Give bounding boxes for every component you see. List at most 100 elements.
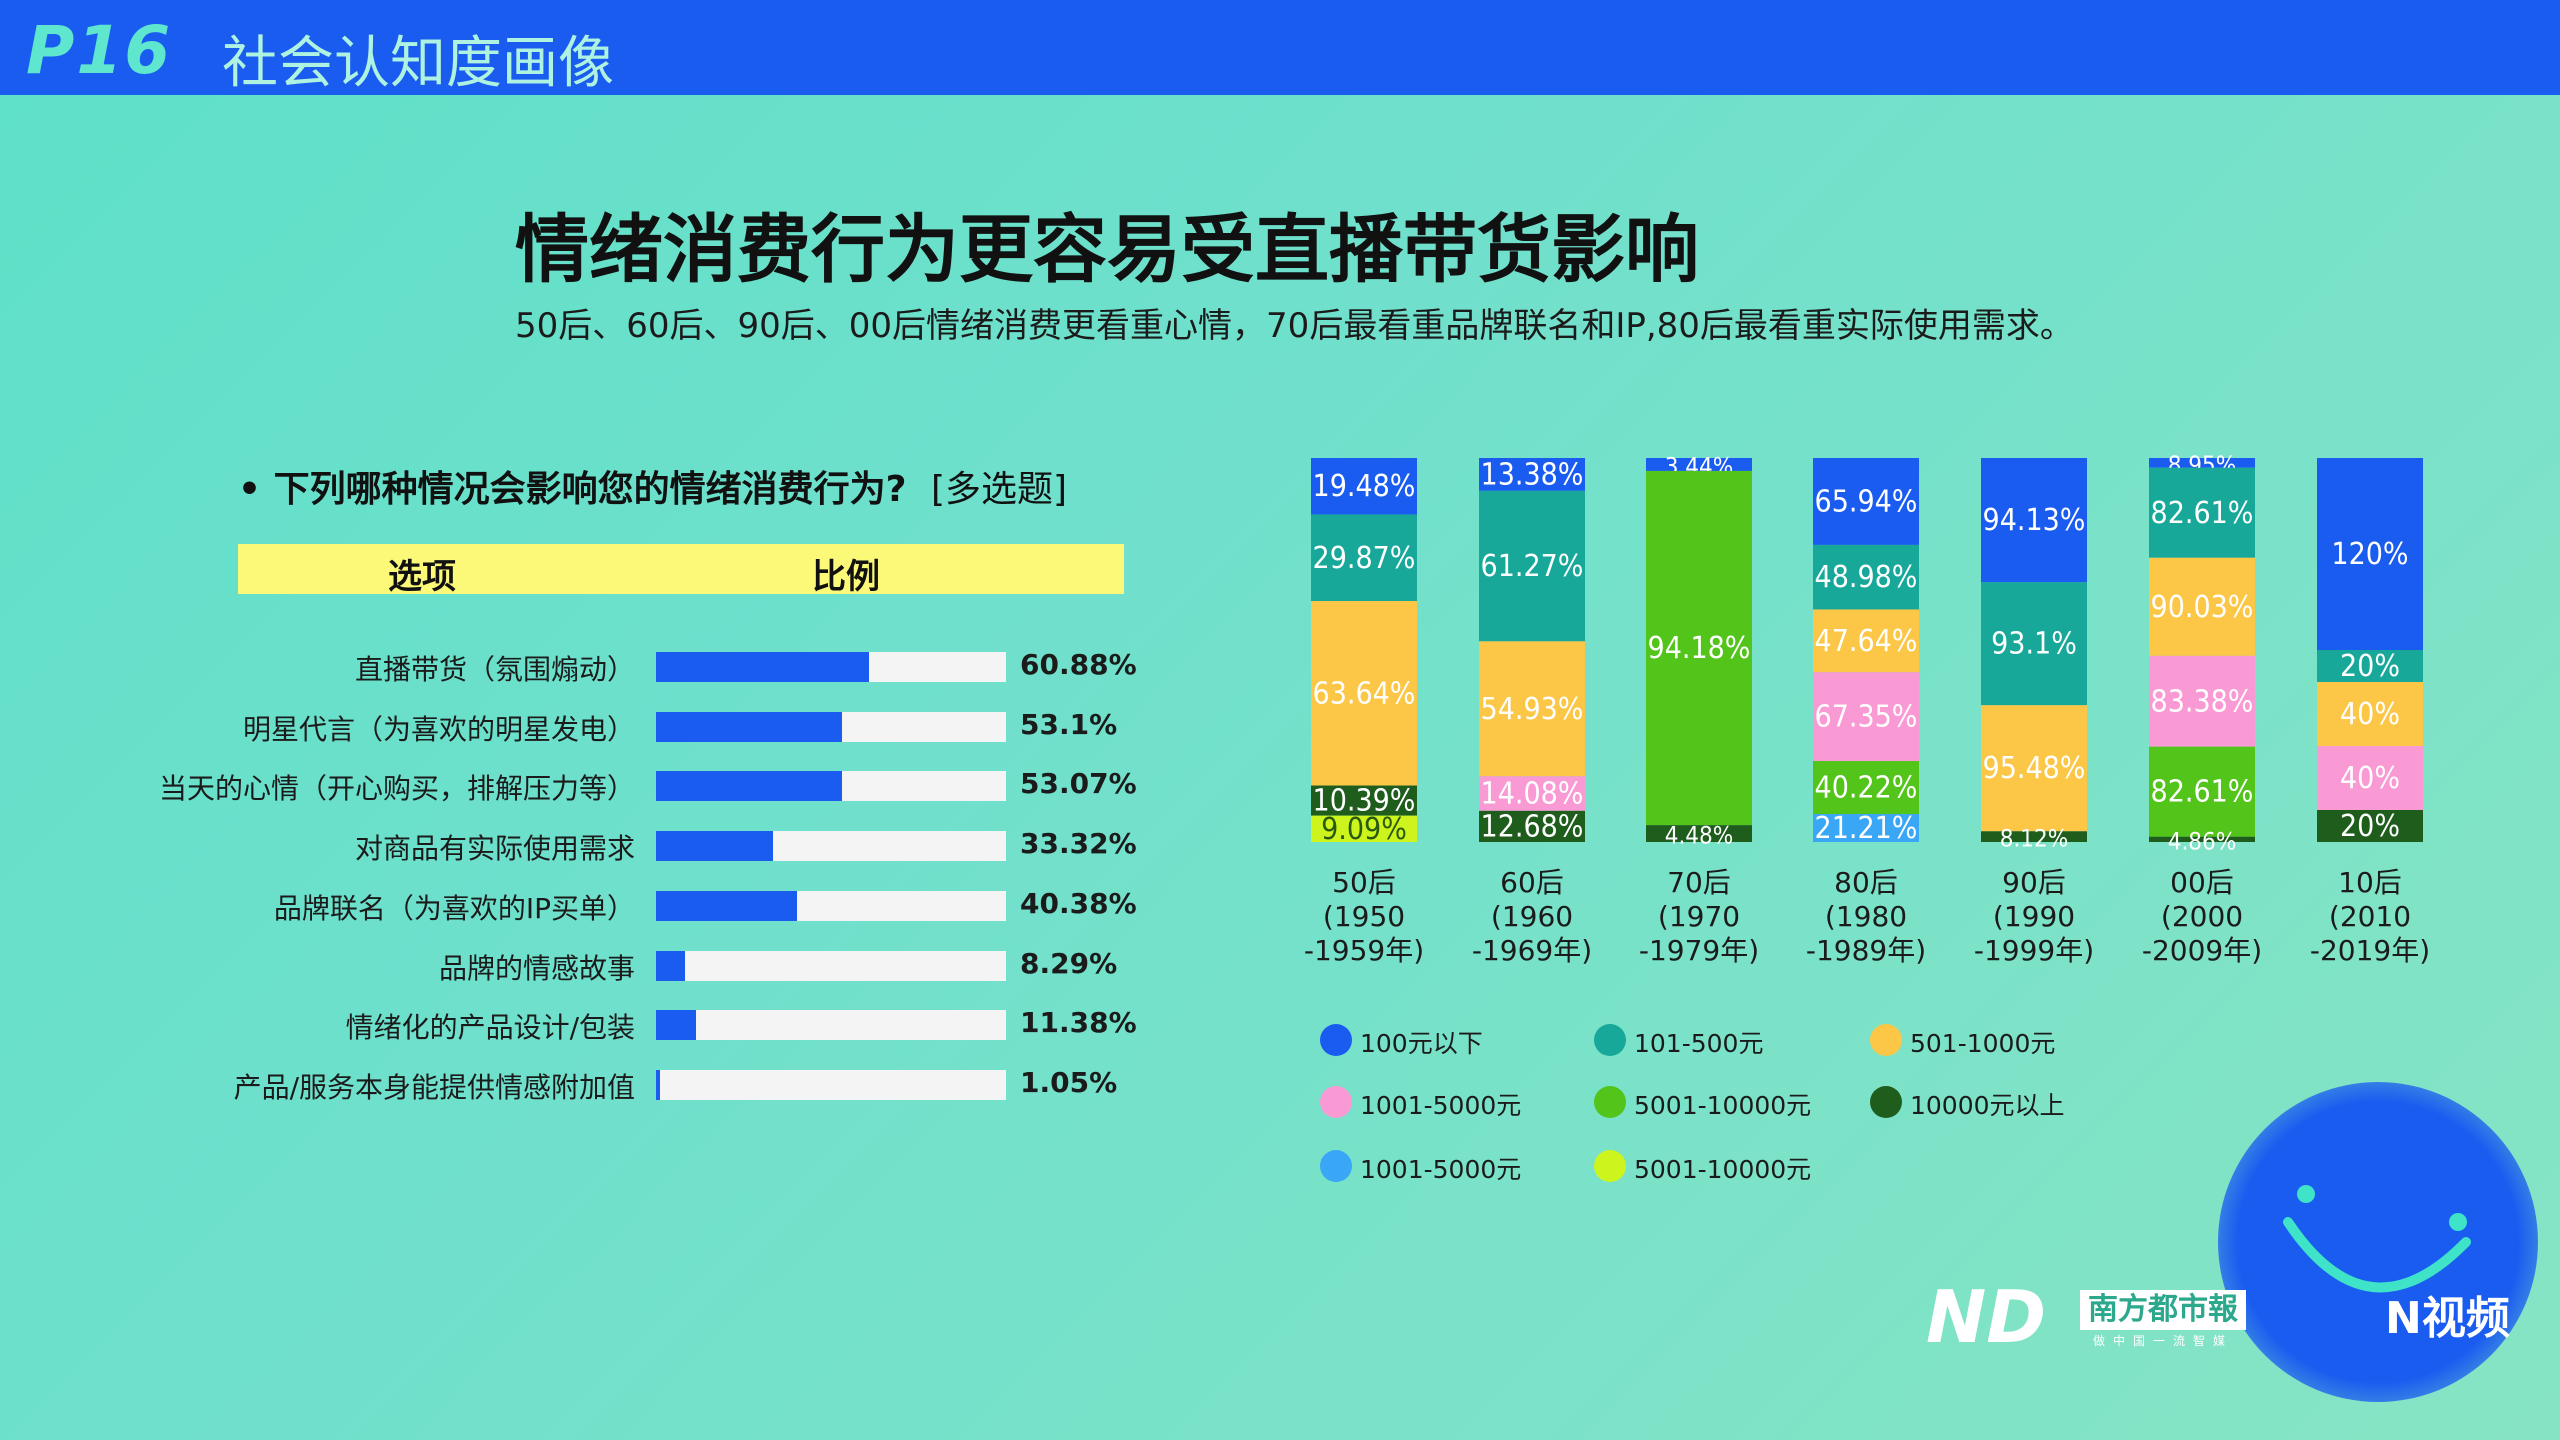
smile-icon (2283, 1185, 2471, 1293)
n-video-badge (2218, 1082, 2538, 1402)
stacked-bar-segment (1813, 609, 1919, 673)
hbar-value-label: 33.32% (1020, 827, 1137, 861)
stacked-bar-segment (1813, 761, 1919, 815)
section-title: 社会认知度画像 (222, 31, 614, 96)
hbar-row: 明星代言（为喜欢的明星发电） 53.1% (0, 708, 1200, 746)
stacked-bar-segment (2149, 655, 2255, 747)
stacked-bar-value-label: 47.64% (1815, 624, 1918, 659)
stacked-bar-segment (2317, 810, 2423, 842)
stacked-bar-value-label: 20% (2340, 649, 2400, 684)
legend-label: 10000元以上 (1910, 1091, 2065, 1120)
hbar-category-label: 品牌的情感故事 (438, 951, 635, 985)
stacked-bar-value-label: 13.38% (1481, 457, 1584, 492)
hbar-category-label: 产品/服务本身能提供情感附加值 (233, 1070, 635, 1104)
stacked-bar-value-label: 61.27% (1481, 549, 1584, 584)
stacked-bar-segment (1646, 458, 1752, 471)
category-label-line: 00后 (2170, 866, 2234, 899)
question-tag: [多选题] (931, 469, 1068, 510)
stacked-bar-segment (2149, 467, 2255, 558)
stacked-bar-value-label: 8.12% (2000, 825, 2069, 853)
stacked-bar-segment (1646, 470, 1752, 826)
hbar-value-label: 40.38% (1020, 886, 1137, 920)
hbar-category-label: 情绪化的产品设计/包装 (345, 1011, 635, 1045)
hbar-track (656, 1069, 1006, 1100)
hbar-category-label: 品牌联名（为喜欢的IP买单） (273, 891, 635, 925)
stacked-bar-value-label: 95.48% (1983, 751, 2086, 786)
hbar-row: 当天的心情（开心购买，排解压力等） 53.07% (0, 767, 1200, 805)
legend-label: 5001-10000元 (1634, 1091, 1812, 1120)
stacked-bar-value-label: 40% (2340, 697, 2400, 732)
legend-swatch (1320, 1086, 1352, 1118)
hbar-category-label: 对商品有实际使用需求 (354, 832, 635, 866)
stacked-bar-segment (2149, 557, 2255, 656)
stacked-bar-segment (1813, 814, 1919, 842)
hbar-value-label: 8.29% (1020, 946, 1118, 980)
stacked-bar-value-label: 40.22% (1815, 771, 1918, 806)
category-label-line: (1980 (1824, 900, 1908, 933)
legend-label: 101-500元 (1634, 1029, 1764, 1058)
stacked-bar-segment (1479, 458, 1585, 491)
legend-swatch (1870, 1086, 1902, 1118)
stacked-bar-segment (2317, 458, 2423, 650)
hbar-track (656, 652, 1006, 682)
stacked-bar-segment (1479, 776, 1585, 811)
stacked-bar-value-label: 82.61% (2151, 775, 2254, 810)
stacked-bar-value-label: 63.64% (1313, 676, 1416, 711)
stacked-bar-segment (1813, 544, 1919, 610)
stacked-bar-segment (1479, 490, 1585, 642)
stacked-bar-value-label: 48.98% (1815, 560, 1918, 595)
hbar-fill (656, 652, 870, 682)
stacked-bar-segment (2317, 650, 2423, 682)
category-label-line: 90后 (2002, 866, 2066, 899)
category-label-line: -2019年) (2309, 934, 2431, 967)
legend-swatch (1594, 1086, 1626, 1118)
stacked-bar-value-label: 40% (2340, 761, 2400, 796)
stacked-bar-value-label: 67.35% (1815, 700, 1918, 735)
legend-label: 100元以下 (1360, 1029, 1483, 1058)
hbar-row: 情绪化的产品设计/包装 11.38% (0, 1006, 1200, 1044)
category-label-line: (2010 (2328, 900, 2412, 933)
n-video-logo: N视频 (2385, 1293, 2510, 1344)
stacked-bar-value-label: 54.93% (1481, 692, 1584, 727)
hbar-value-label: 1.05% (1020, 1065, 1118, 1099)
hbar-track (656, 1010, 1006, 1041)
header-bar: P16 社会认知度画像 (0, 0, 2560, 96)
stacked-bar-value-label: 14.08% (1481, 777, 1584, 812)
stacked-bar-value-label: 120% (2331, 537, 2408, 572)
stacked-bar-value-label: 29.87% (1313, 541, 1416, 576)
hbar-fill (656, 771, 842, 802)
stacked-category-label: 90后 (1990 -1999年) (1959, 866, 2109, 968)
stacked-bar-segment (1311, 458, 1417, 515)
category-label-line: 10后 (2338, 866, 2402, 899)
category-label-line: -1969年) (1471, 934, 1593, 967)
stacked-category-label: 10后 (2010 -2019年) (2295, 866, 2445, 968)
category-label-line: 70后 (1667, 866, 1731, 899)
hbar-value-label: 53.1% (1020, 707, 1118, 741)
legend-label: 1001-5000元 (1360, 1091, 1522, 1120)
stacked-bar-value-label: 21.21% (1815, 811, 1918, 846)
stacked-bar-value-label: 94.18% (1648, 631, 1751, 666)
legend-swatch (1594, 1024, 1626, 1056)
category-label-line: -2009年) (2141, 934, 2263, 967)
hbar-value-label: 53.07% (1020, 767, 1137, 801)
subtitle: 50后、60后、90后、00后情绪消费更看重心情，70后最看重品牌联名和IP,8… (515, 306, 2074, 346)
legend-swatch (1870, 1024, 1902, 1056)
hbar-row: 品牌的情感故事 8.29% (0, 947, 1200, 985)
hbar-fill (656, 1069, 660, 1100)
newspaper-logo: 南方都市報 (2080, 1290, 2246, 1330)
stacked-category-label: 50后 (1950 -1959年) (1289, 866, 1439, 968)
stacked-bar-value-label: 19.48% (1313, 469, 1416, 504)
category-label-line: (1970 (1657, 900, 1741, 933)
stacked-bar-value-label: 20% (2340, 809, 2400, 844)
category-label-line: -1999年) (1973, 934, 2095, 967)
hbar-category-label: 直播带货（氛围煽动） (354, 653, 635, 686)
stacked-category-label: 70后 (1970 -1979年) (1624, 866, 1774, 968)
legend-label: 5001-10000元 (1634, 1155, 1812, 1184)
category-label-line: (2000 (2160, 900, 2244, 933)
stacked-bar-value-label: 9.09% (1321, 812, 1407, 847)
stacked-bar-segment (1981, 582, 2087, 706)
stacked-bar-segment (2149, 836, 2255, 842)
stacked-bar-value-label: 65.94% (1815, 484, 1918, 519)
hbar-row: 产品/服务本身能提供情感附加值 1.05% (0, 1066, 1200, 1104)
